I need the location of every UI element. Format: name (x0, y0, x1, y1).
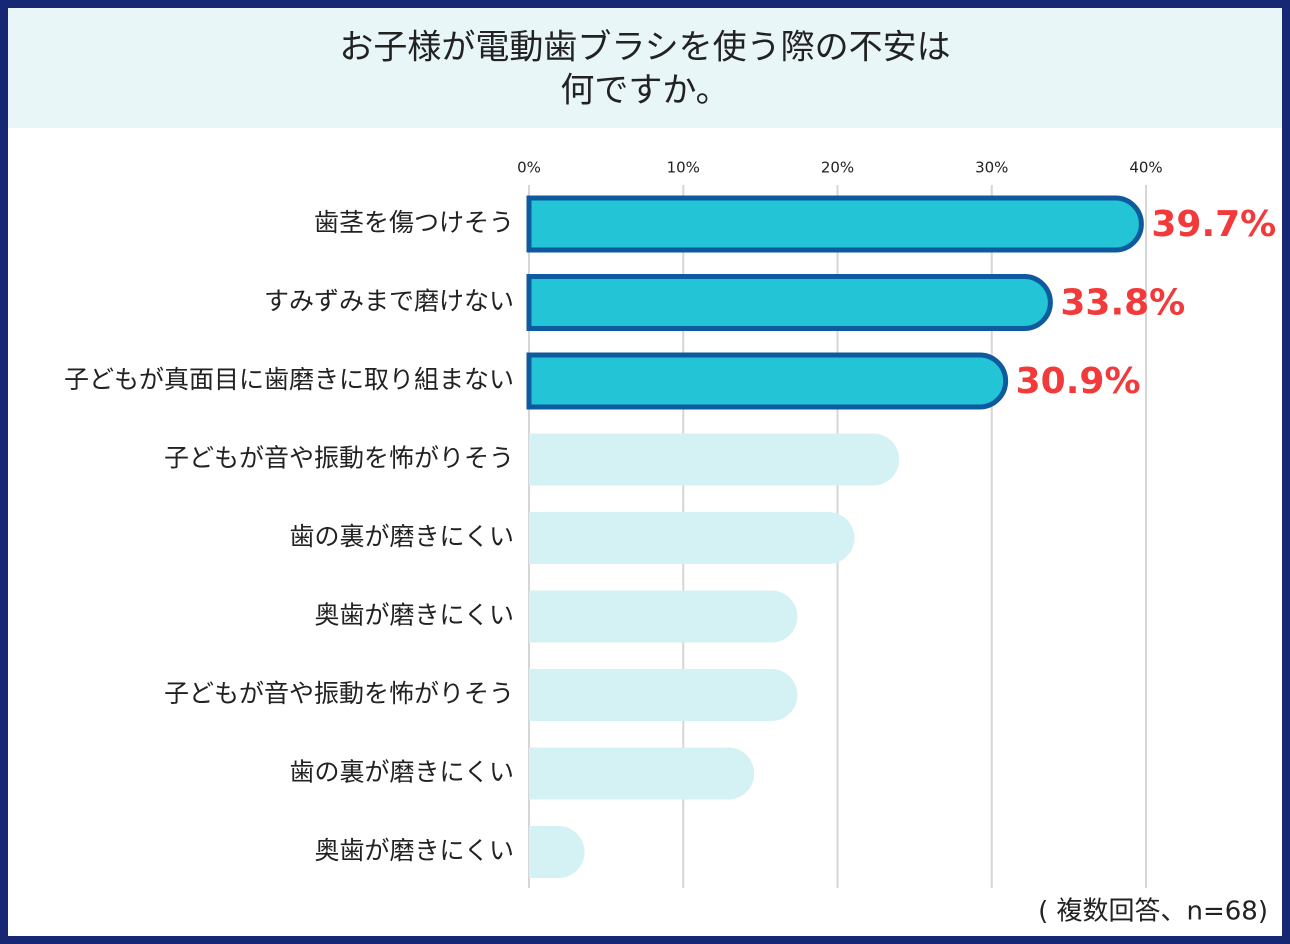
bar (529, 669, 798, 721)
bar (529, 433, 900, 486)
bar (529, 512, 855, 564)
y-tick-label: 歯茎を傷つけそう (314, 208, 514, 237)
chart-title: 何ですか。 (560, 71, 729, 111)
title-band (8, 8, 1282, 128)
y-tick-label: すみずみまで磨けない (264, 287, 514, 316)
bar (529, 590, 798, 643)
y-tick-label: 歯の裏が磨きにくい (289, 522, 514, 551)
bar (526, 195, 1144, 253)
y-tick-label: 奥歯が磨きにくい (314, 836, 514, 865)
x-tick-label: 10% (667, 159, 700, 177)
x-tick-label: 40% (1129, 159, 1162, 177)
y-tick-label: 子どもが音や振動を怖がりそう (164, 679, 514, 708)
bar (529, 747, 755, 800)
x-tick-label: 30% (975, 159, 1008, 177)
x-tick-label: 20% (821, 159, 854, 177)
bar (529, 826, 585, 878)
value-label: 30.9% (1016, 361, 1141, 402)
x-tick-label: 0% (517, 159, 541, 177)
chart-title: お子様が電動歯ブラシを使う際の不安は (339, 28, 950, 68)
y-tick-label: 歯の裏が磨きにくい (289, 758, 514, 787)
value-label: 39.7% (1151, 204, 1276, 245)
bar (526, 274, 1053, 331)
note: ( 複数回答、n=68) (1038, 897, 1268, 927)
bar (526, 352, 1009, 410)
y-tick-label: 子どもが真面目に歯磨きに取り組まない (64, 365, 514, 394)
value-label: 33.8% (1060, 283, 1185, 324)
y-tick-label: 子どもが音や振動を怖がりそう (164, 444, 514, 473)
y-tick-label: 奥歯が磨きにくい (314, 601, 514, 630)
